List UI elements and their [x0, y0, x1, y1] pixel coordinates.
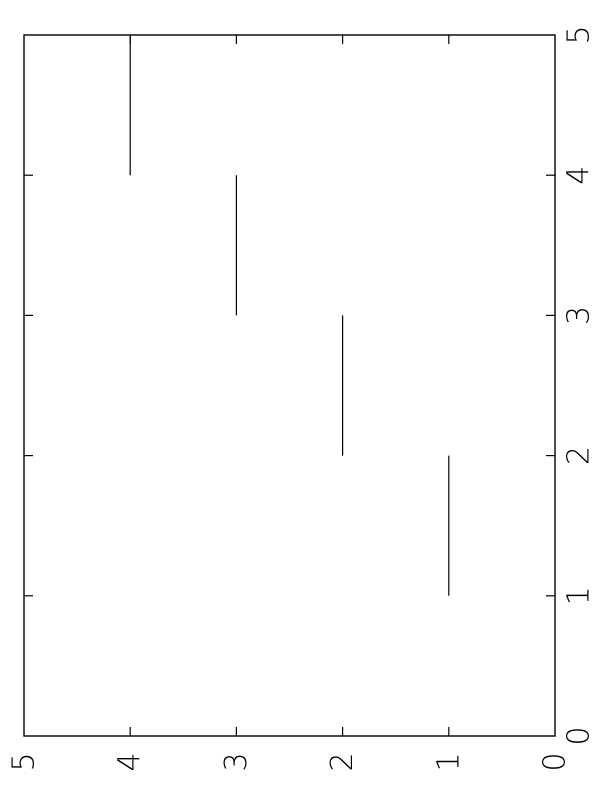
y-tick-label: 5 — [7, 752, 42, 771]
x-tick-label: 0 — [562, 726, 597, 745]
x-tick-label: 5 — [562, 25, 597, 44]
x-tick-label: 1 — [562, 586, 597, 605]
x-axis-tick-labels: 0 1 2 3 4 5 — [562, 25, 597, 745]
y-tick-label: 1 — [431, 752, 466, 771]
y-tick-label: 2 — [325, 752, 360, 771]
y-axis-ticks — [129, 35, 450, 736]
y-tick-label: 0 — [538, 752, 573, 771]
x-tick-label: 3 — [562, 306, 597, 325]
x-axis-ticks — [24, 174, 555, 597]
plot-frame — [23, 34, 556, 737]
y-tick-label: 3 — [219, 752, 254, 771]
y-axis-tick-labels: 0 1 2 3 4 5 — [7, 752, 573, 771]
y-tick-label: 4 — [113, 752, 148, 771]
x-tick-label: 4 — [562, 166, 597, 185]
data-series — [129, 35, 450, 596]
x-tick-label: 2 — [562, 446, 597, 465]
